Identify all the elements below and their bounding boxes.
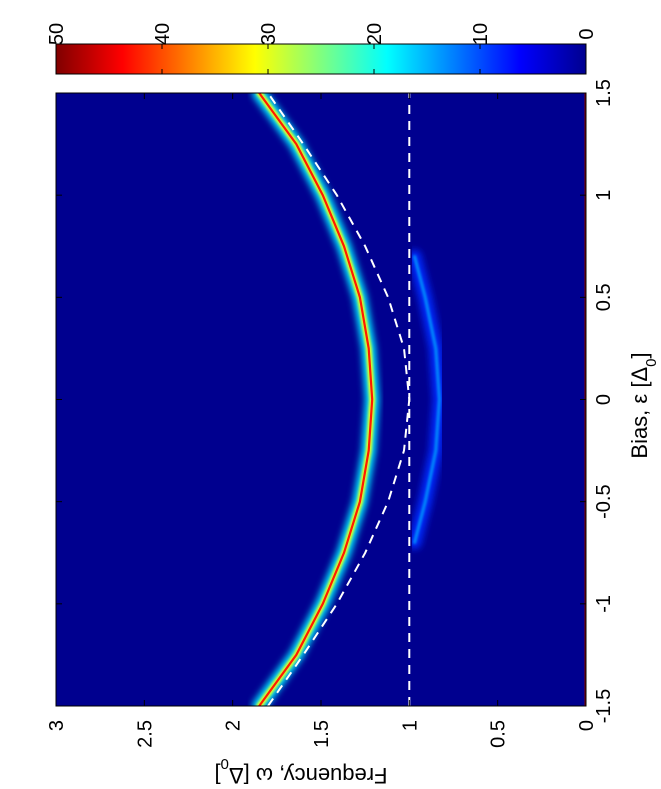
y-axis-label: Frequency, ω [Δ0]	[214, 756, 387, 789]
series-faint-band-core	[413, 255, 441, 544]
x-tick-label: 0.5	[593, 283, 615, 311]
y-tick-label: 3	[46, 720, 68, 731]
x-axis-ticks: -1.5 -1 -0.5 0 0.5 1 1.5	[56, 79, 615, 723]
x-tick-label: 0	[593, 394, 615, 405]
y-tick-label: 1.5	[311, 720, 333, 748]
series-layer	[252, 93, 586, 706]
series-bright-band-core	[258, 93, 374, 706]
x-axis-label: Bias, ε [Δ0]	[627, 352, 660, 458]
x-tick-label: -0.5	[593, 484, 615, 518]
colorbar-tick-label: 10	[470, 23, 492, 45]
x-tick-label: 1	[593, 190, 615, 201]
colorbar-tick-label: 50	[46, 23, 68, 45]
y-tick-label: 2.5	[134, 720, 156, 748]
colorbar-tick-label: 0	[576, 28, 598, 39]
colorbar-tick-label: 20	[364, 23, 386, 45]
colorbar	[55, 43, 587, 75]
colorbar-ticks: 0 10 20 30 40 50	[46, 23, 598, 74]
x-tick-label: -1	[593, 595, 615, 613]
y-tick-label: 1	[399, 720, 421, 731]
y-tick-label: 0	[576, 720, 598, 731]
x-tick-label: 1.5	[593, 79, 615, 107]
colorbar-tick-label: 40	[152, 23, 174, 45]
y-tick-label: 2	[223, 720, 245, 731]
y-axis-ticks: 0 0.5 1 1.5 2 2.5 3	[46, 93, 598, 748]
x-tick-label: -1.5	[593, 689, 615, 723]
colorbar-tick-label: 30	[258, 23, 280, 45]
y-tick-label: 0.5	[488, 720, 510, 748]
